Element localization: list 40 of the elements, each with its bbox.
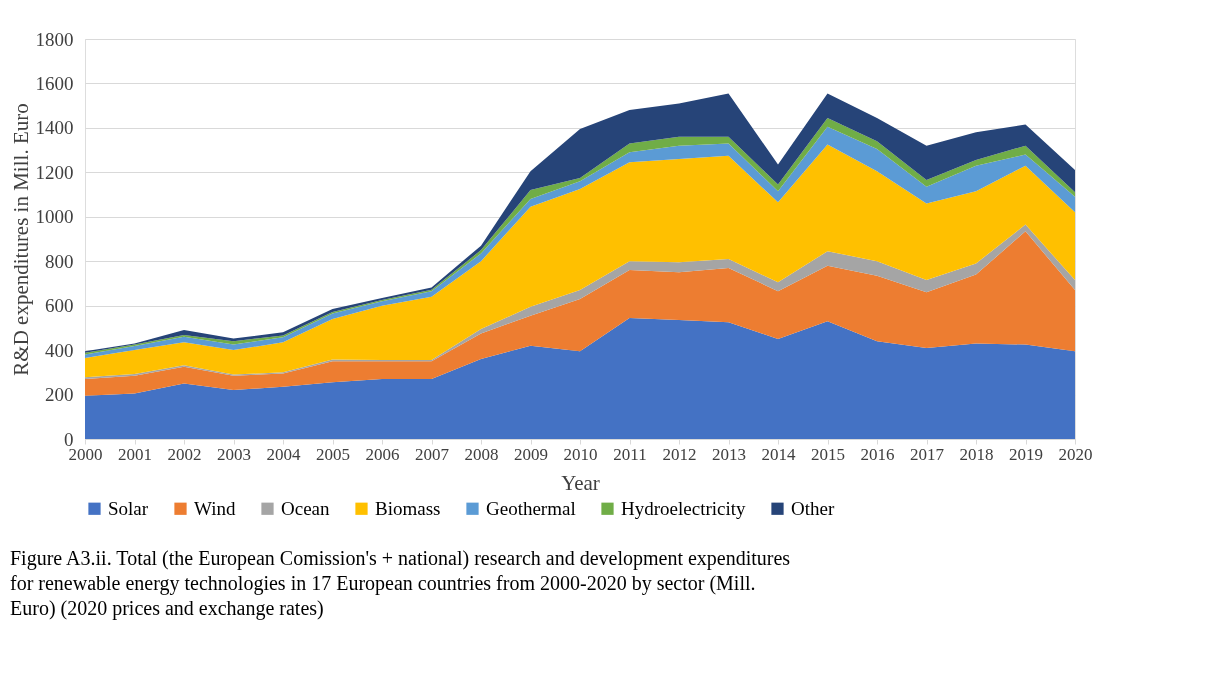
x-tick-label: 2013 xyxy=(712,444,746,464)
legend-label: Hydroelectricity xyxy=(621,497,746,519)
legend-label: Solar xyxy=(108,497,149,519)
x-tick-label: 2008 xyxy=(464,444,499,464)
x-tick-label: 2006 xyxy=(365,444,400,464)
x-tick-label: 2002 xyxy=(167,444,202,464)
y-axis-title: R&D expenditures in Mill. Euro xyxy=(8,103,33,376)
x-tick-label: 2016 xyxy=(860,444,895,464)
legend-label: Other xyxy=(791,497,835,519)
legend-label: Biomass xyxy=(375,497,441,519)
y-tick-label: 1800 xyxy=(35,28,74,50)
legend-label: Geothermal xyxy=(486,497,576,519)
y-tick-label: 400 xyxy=(45,339,74,361)
legend-label: Wind xyxy=(194,497,236,519)
x-tick-label: 2005 xyxy=(316,444,350,464)
y-tick-label: 200 xyxy=(45,384,74,406)
x-tick-label: 2018 xyxy=(959,444,994,464)
x-tick-label: 2001 xyxy=(118,444,152,464)
x-tick-label: 2011 xyxy=(613,444,647,464)
legend-label: Ocean xyxy=(281,497,331,519)
x-tick-label: 2009 xyxy=(514,444,548,464)
y-tick-label: 600 xyxy=(45,295,74,317)
y-tick-label: 1200 xyxy=(35,161,74,183)
x-tick-label: 2015 xyxy=(811,444,845,464)
x-tick-label: 2014 xyxy=(761,444,796,464)
caption: Figure A3.ii. Total (the European Comission's + national) research and development expenditures for renewable energy technologies in 17 European countries from 2000-2020 by sector (Mill. Euro) (2020 prices and exchange rates) xyxy=(10,547,791,620)
x-tick-label: 2010 xyxy=(563,444,598,464)
x-tick-label: 2020 xyxy=(1058,444,1093,464)
y-tick-label: 1600 xyxy=(35,72,74,94)
x-axis-title: Year xyxy=(561,470,600,495)
y-tick-label: 1400 xyxy=(35,117,74,139)
y-tick-label: 1000 xyxy=(35,206,74,228)
x-tick-label: 2004 xyxy=(266,444,301,464)
x-tick-label: 2007 xyxy=(415,444,450,464)
x-tick-label: 2012 xyxy=(662,444,697,464)
y-tick-label: 800 xyxy=(45,250,74,272)
x-tick-label: 2019 xyxy=(1009,444,1043,464)
x-tick-label: 2003 xyxy=(217,444,251,464)
x-tick-label: 2017 xyxy=(910,444,945,464)
y-tick-label: 0 xyxy=(64,428,74,450)
